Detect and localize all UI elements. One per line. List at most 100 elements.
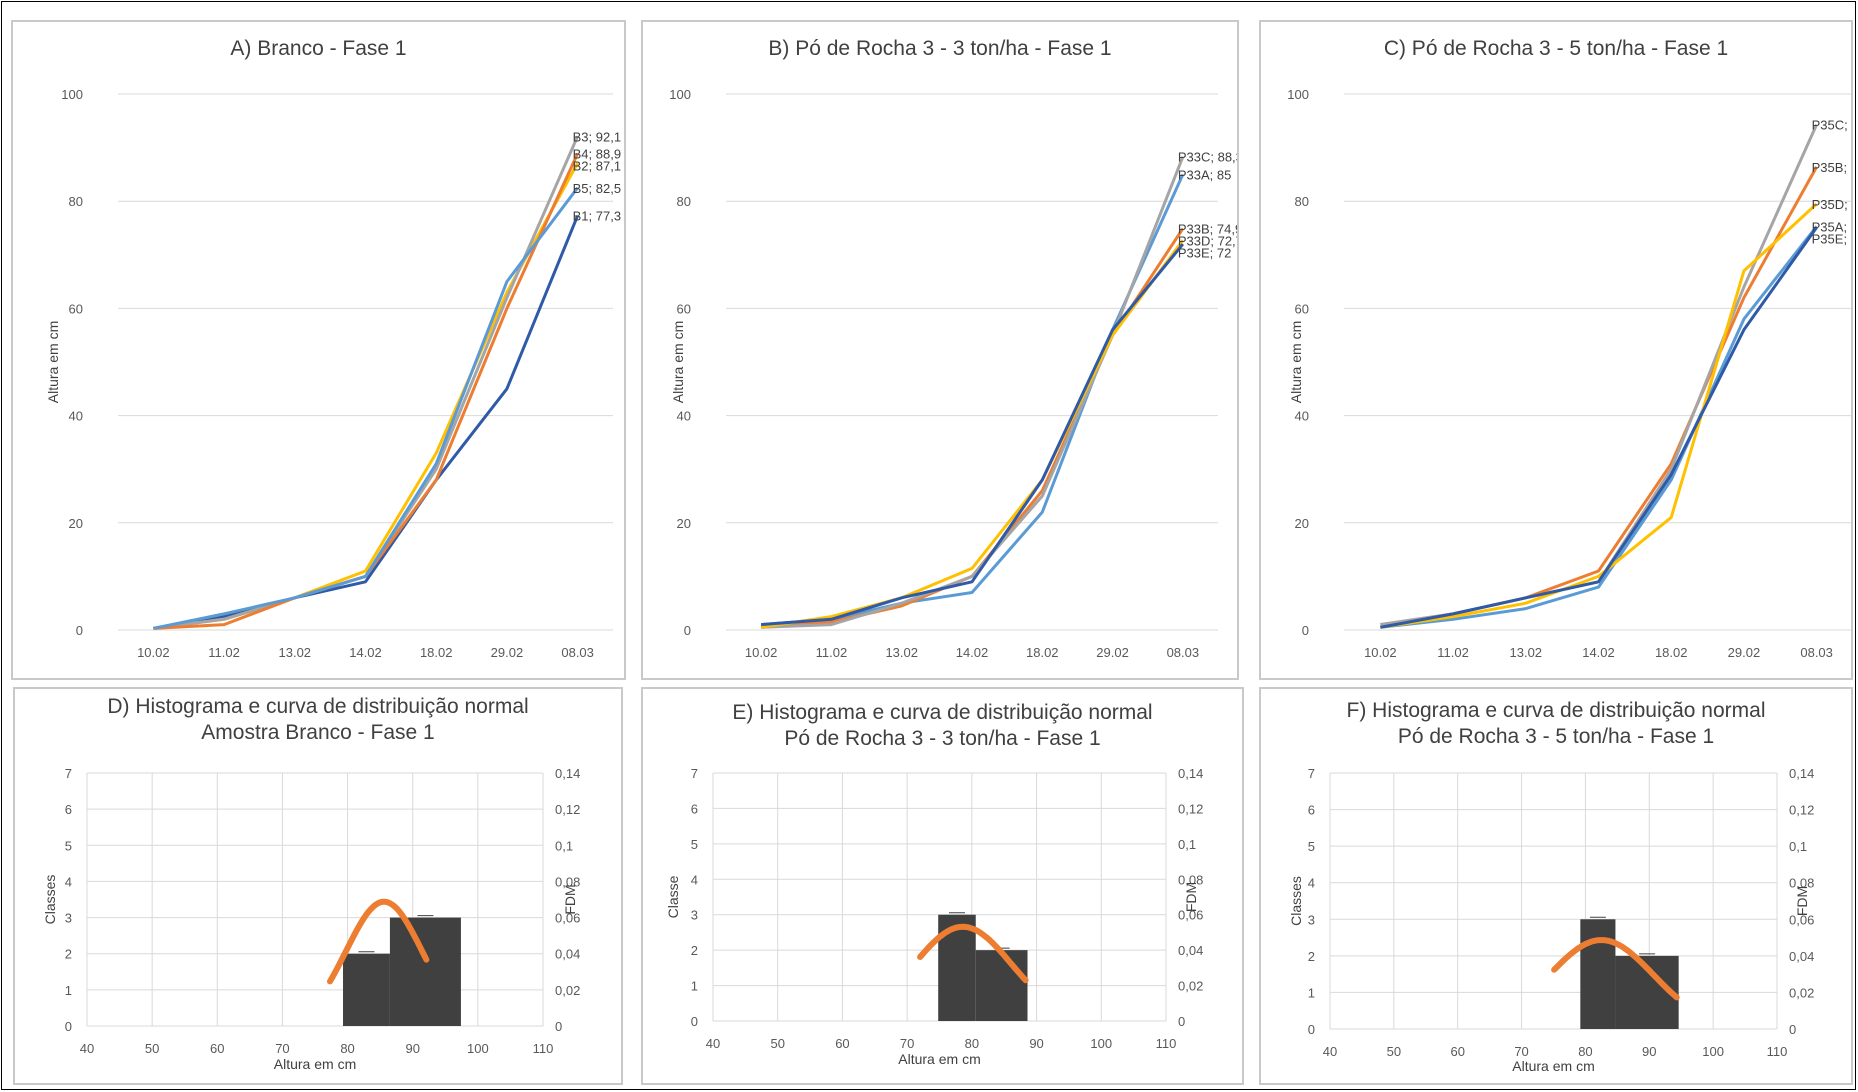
chart-c-ytick-label: 40 — [1295, 409, 1309, 424]
chart-f-ytick-label: 7 — [1308, 766, 1315, 781]
chart-f-ytick-label: 2 — [1308, 949, 1315, 964]
chart-b-ylabel: Altura em cm — [670, 321, 686, 403]
chart-c-data-label: P35C; 94,3 — [1812, 118, 1851, 133]
chart-f-xtick-label: 100 — [1702, 1044, 1724, 1059]
chart-f-y2tick-label: 0,04 — [1789, 949, 1814, 964]
chart-d-y2tick-label: 0,08 — [555, 874, 580, 889]
chart-b-data-label: P33B; 74,9 — [1178, 222, 1237, 237]
chart-b-ytick-label: 0 — [684, 623, 691, 638]
chart-a-xtick-label: 29.02 — [491, 645, 524, 660]
chart-f-xlabel: Altura em cm — [1512, 1058, 1594, 1074]
chart-e-y2tick-label: 0,02 — [1178, 979, 1203, 994]
chart-c-xtick-label: 18.02 — [1655, 645, 1688, 660]
chart-f-ytick-label: 1 — [1308, 985, 1315, 1000]
chart-c-xtick-label: 13.02 — [1510, 645, 1543, 660]
chart-e-ytick-label: 7 — [691, 766, 698, 781]
chart-d-ytick-label: 6 — [65, 802, 72, 817]
chart-d-title-line: D) Histograma e curva de distribuição no… — [107, 695, 528, 718]
chart-f-xtick-label: 50 — [1387, 1044, 1401, 1059]
chart-c-xtick-label: 11.02 — [1437, 645, 1469, 660]
chart-e-ylabel: Classe — [665, 875, 681, 918]
chart-b-title: B) Pó de Rocha 3 - 3 ton/ha - Fase 1 — [768, 37, 1111, 60]
chart-a-series-b1-line — [153, 215, 579, 630]
chart-e-title-line: Pó de Rocha 3 - 3 ton/ha - Fase 1 — [784, 727, 1100, 750]
chart-d-y2tick-label: 0 — [555, 1019, 562, 1034]
chart-c-title: C) Pó de Rocha 3 - 5 ton/ha - Fase 1 — [1384, 37, 1728, 60]
chart-d-xtick-label: 80 — [340, 1041, 354, 1056]
chart-b-ytick-label: 60 — [677, 301, 691, 316]
chart-b-svg: B) Pó de Rocha 3 - 3 ton/ha - Fase 1 0 20 4… — [669, 37, 1237, 660]
chart-f-xtick-label: 90 — [1642, 1044, 1656, 1059]
chart-f-xtick-label: 80 — [1578, 1044, 1592, 1059]
chart-f-xtick-label: 70 — [1514, 1044, 1528, 1059]
chart-e-xtick-label: 40 — [706, 1036, 720, 1051]
chart-e-y2tick-label: 0,12 — [1178, 801, 1203, 816]
chart-e-ytick-label: 3 — [691, 908, 698, 923]
chart-d-title-line: Amostra Branco - Fase 1 — [201, 721, 434, 744]
chart-b-data-label: P33A; 85 — [1178, 167, 1232, 182]
chart-e-ytick-label: 6 — [691, 801, 698, 816]
chart-f-xtick-label: 110 — [1767, 1044, 1788, 1059]
chart-c-data-label: P35D; 79,5 — [1812, 197, 1851, 212]
chart-b-series-p33d-line — [760, 239, 1185, 629]
chart-panel-c: C) Pó de Rocha 3 - 5 ton/ha - Fase 1 0 20 4… — [1259, 20, 1853, 680]
chart-d-y2tick-label: 0,02 — [555, 983, 580, 998]
chart-f-ytick-label: 6 — [1308, 803, 1315, 818]
chart-e-normal-curve — [917, 923, 1029, 984]
chart-c-xtick-label: 10.02 — [1364, 645, 1397, 660]
chart-c-data-label: P35B; 86,4 — [1812, 160, 1851, 175]
chart-a-data-label: B1; 77,3 — [573, 209, 621, 224]
chart-a-ytick-label: 80 — [69, 194, 83, 209]
chart-e-y2tick-label: 0 — [1178, 1014, 1185, 1029]
chart-f-y2tick-label: 0,1 — [1789, 839, 1807, 854]
chart-f-y2tick-label: 0,06 — [1789, 912, 1814, 927]
chart-d-ytick-label: 0 — [65, 1019, 72, 1034]
chart-d-ytick-label: 7 — [65, 766, 72, 781]
chart-a-xtick-label: 10.02 — [137, 645, 170, 660]
chart-e-svg: E) Histograma e curva de distribuição no… — [665, 701, 1203, 1067]
chart-d-xtick-label: 50 — [145, 1041, 159, 1056]
chart-a-xtick-label: 18.02 — [420, 645, 453, 660]
chart-b-data-label: P33E; 72 — [1178, 246, 1232, 261]
chart-a-xtick-label: 13.02 — [279, 645, 312, 660]
chart-c-xtick-label: 08.03 — [1800, 645, 1833, 660]
chart-d-y2tick-label: 0,1 — [555, 838, 573, 853]
chart-e-ytick-label: 1 — [691, 979, 698, 994]
chart-c-svg: C) Pó de Rocha 3 - 5 ton/ha - Fase 1 0 20 4… — [1287, 37, 1851, 660]
chart-e-y2tick-label: 0,1 — [1178, 837, 1196, 852]
chart-c-ytick-label: 60 — [1295, 301, 1309, 316]
chart-f-y2tick-label: 0,02 — [1789, 985, 1814, 1000]
chart-b-data-label: P33D; 72,7 — [1178, 234, 1237, 249]
chart-e-ytick-label: 5 — [691, 837, 698, 852]
chart-d-ytick-label: 5 — [65, 838, 72, 853]
chart-c-data-label: P35E; 75,1 — [1812, 231, 1851, 246]
chart-d-y2tick-label: 0,12 — [555, 802, 580, 817]
chart-d-y2tick-label: 0,06 — [555, 911, 580, 926]
chart-e-xtick-label: 70 — [900, 1036, 914, 1051]
chart-b-xtick-label: 18.02 — [1026, 645, 1059, 660]
chart-e-y2tick-label: 0,08 — [1178, 872, 1203, 887]
chart-e-title-line: E) Histograma e curva de distribuição no… — [732, 701, 1152, 724]
chart-b-ytick-label: 40 — [677, 409, 691, 424]
chart-e-xtick-label: 90 — [1029, 1036, 1043, 1051]
chart-a-ytick-label: 0 — [76, 623, 83, 638]
chart-b-series-p33c-line — [761, 156, 1185, 629]
chart-e-ytick-label: 4 — [691, 872, 698, 887]
chart-panel-f: F) Histograma e curva de distribuição no… — [1259, 687, 1853, 1085]
chart-d-ytick-label: 2 — [65, 947, 72, 962]
chart-b-xtick-label: 14.02 — [956, 645, 989, 660]
chart-e-ytick-label: 0 — [691, 1014, 698, 1029]
chart-b-xtick-label: 13.02 — [885, 645, 918, 660]
chart-d-xtick-label: 90 — [405, 1041, 419, 1056]
chart-panel-d: D) Histograma e curva de distribuição no… — [13, 687, 623, 1085]
chart-e-y2tick-label: 0,14 — [1178, 766, 1203, 781]
chart-e-histogram-bar — [975, 950, 1028, 1021]
chart-f-y2tick-label: 0,08 — [1789, 876, 1814, 891]
chart-a-title: A) Branco - Fase 1 — [230, 37, 406, 60]
chart-c-xtick-label: 29.02 — [1728, 645, 1761, 660]
chart-a-series-b5-line — [153, 186, 579, 630]
chart-c-ytick-label: 100 — [1287, 87, 1309, 102]
chart-d-xlabel: Altura em cm — [274, 1056, 356, 1072]
chart-f-ytick-label: 3 — [1308, 912, 1315, 927]
chart-b-xtick-label: 11.02 — [816, 645, 848, 660]
